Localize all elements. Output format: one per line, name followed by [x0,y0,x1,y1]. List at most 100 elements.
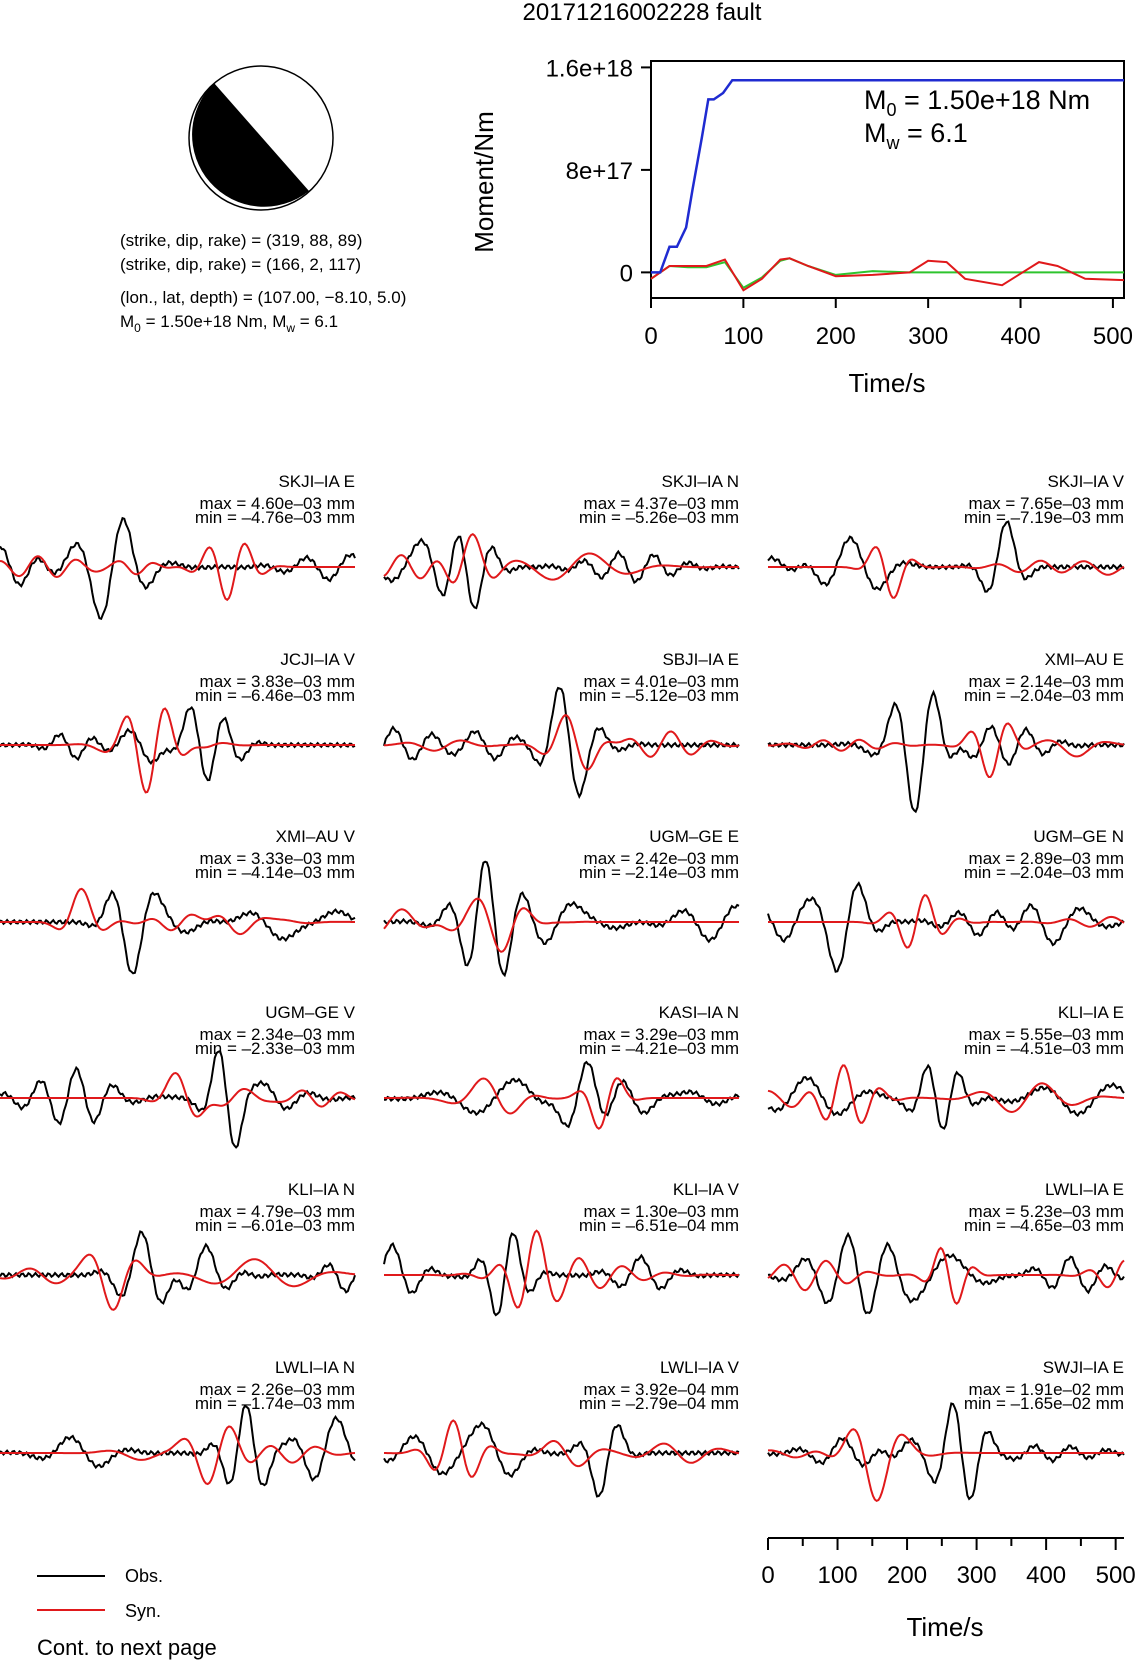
synthetic-trace [384,714,740,771]
beachball-black-quadrant [192,83,309,207]
time-axis-tick-label: 300 [957,1562,997,1589]
station-label: KLI–IA E [1058,1003,1124,1022]
synthetic-trace [768,546,1125,599]
observed-trace [0,1230,356,1305]
station-label: UGM–GE E [649,827,739,846]
moment-xtick-label: 100 [723,323,763,350]
trace-min-value: min = –2.14e–03 mm [579,863,739,882]
mw-value: = 6.1 [295,312,338,331]
legend-obs-label: Obs. [125,1566,163,1586]
trace-min-value: min = –4.76e–03 mm [195,508,355,527]
moment-lines [650,78,1125,292]
observed-trace [0,516,356,621]
synthetic-trace [767,1246,1125,1306]
trace-max-value: max = 5.23e–03 mm [969,1202,1124,1221]
moment-m0-annotation: M0 = 1.50e+18 Nm [864,85,1090,120]
trace-min-value: min = –4.21e–03 mm [579,1039,739,1058]
station-label: SKJI–IA N [662,472,739,491]
mw-annot-symbol: M [864,118,887,148]
synthetic-trace [768,722,1125,779]
observed-trace [383,535,740,610]
synthetic-trace [0,1425,356,1486]
synthetic-trace [0,1071,356,1118]
trace-max-value: max = 1.91e–02 mm [969,1380,1124,1399]
moment-xlabel: Time/s [848,368,925,398]
moment-ylabel: Moment/Nm [469,111,499,253]
trace-max-value: max = 2.89e–03 mm [969,849,1124,868]
trace-min-value: min = –1.74e–03 mm [195,1394,355,1413]
trace-min-value: min = –4.65e–03 mm [964,1216,1124,1235]
synthetic-trace [768,1428,1124,1503]
trace-max-value: max = 4.79e–03 mm [200,1202,355,1221]
observed-trace [0,889,356,975]
observed-trace [767,1063,1125,1130]
time-axis-tick-label: 0 [761,1562,774,1589]
station-label: UGM–GE V [265,1003,355,1022]
continued-note: Cont. to next page [37,1635,217,1660]
observed-trace [0,705,356,782]
mechanism-line-1: (strike, dip, rake) = (319, 88, 89) [120,231,362,250]
trace-max-value: max = 2.42e–03 mm [584,849,739,868]
trace-min-value: min = –2.33e–03 mm [195,1039,355,1058]
moment-ytick-label: 0 [620,260,633,287]
waveform-xlabel: Time/s [906,1612,983,1642]
mw-annot-value: = 6.1 [900,118,968,148]
trace-max-value: max = 2.34e–03 mm [200,1025,355,1044]
station-label: JCJI–IA V [280,650,355,669]
mw-subscript: w [285,321,295,335]
observed-trace [767,881,1125,973]
moment-xtick-label: 400 [1001,323,1041,350]
station-label: UGM–GE N [1033,827,1124,846]
synthetic-trace [384,1077,739,1130]
time-axis-tick-label: 400 [1026,1562,1066,1589]
trace-max-value: max = 5.55e–03 mm [969,1025,1124,1044]
synthetic-trace [0,707,355,794]
station-label: KLI–IA N [288,1180,355,1199]
time-axis-tick-label: 200 [887,1562,927,1589]
trace-max-value: max = 3.83e–03 mm [200,672,355,691]
observed-trace [383,1421,740,1498]
m0-subscript: 0 [134,321,141,335]
observed-trace [767,1231,1125,1315]
observed-trace [384,1060,740,1129]
trace-max-value: max = 1.30e–03 mm [584,1202,739,1221]
time-axis-tick-label: 500 [1096,1562,1136,1589]
station-label: XMI–AU E [1045,650,1124,669]
station-label: SBJI–IA E [662,650,739,669]
observed-trace [383,860,740,978]
trace-min-value: min = –2.04e–03 mm [964,863,1124,882]
legend-syn-label: Syn. [125,1601,161,1621]
trace-min-value: min = –6.01e–03 mm [195,1216,355,1235]
trace-min-value: min = –6.51e–04 mm [579,1216,739,1235]
observed-trace [767,520,1125,593]
mechanism-text: (strike, dip, rake) = (319, 88, 89) (str… [120,231,406,335]
m0-annot-symbol: M [864,85,887,115]
trace-min-value: min = –5.12e–03 mm [579,686,739,705]
mw-annot-subscript: w [886,133,901,153]
trace-min-value: min = –1.65e–02 mm [964,1394,1124,1413]
trace-max-value: max = 2.26e–03 mm [200,1380,355,1399]
trace-max-value: max = 3.92e–04 mm [584,1380,739,1399]
station-label: LWLI–IA N [275,1358,355,1377]
legend: Obs. Syn. Cont. to next page [37,1566,217,1660]
m0-symbol: M [120,312,134,331]
station-label: SWJI–IA E [1043,1358,1124,1377]
m0-mw-values: = 1.50e+18 Nm, M [141,312,287,331]
synthetic-trace [384,1419,740,1478]
m0-annot-value: = 1.50e+18 Nm [897,85,1091,115]
moment-xtick-label: 500 [1093,323,1133,350]
moment-plot-frame [650,60,1125,299]
